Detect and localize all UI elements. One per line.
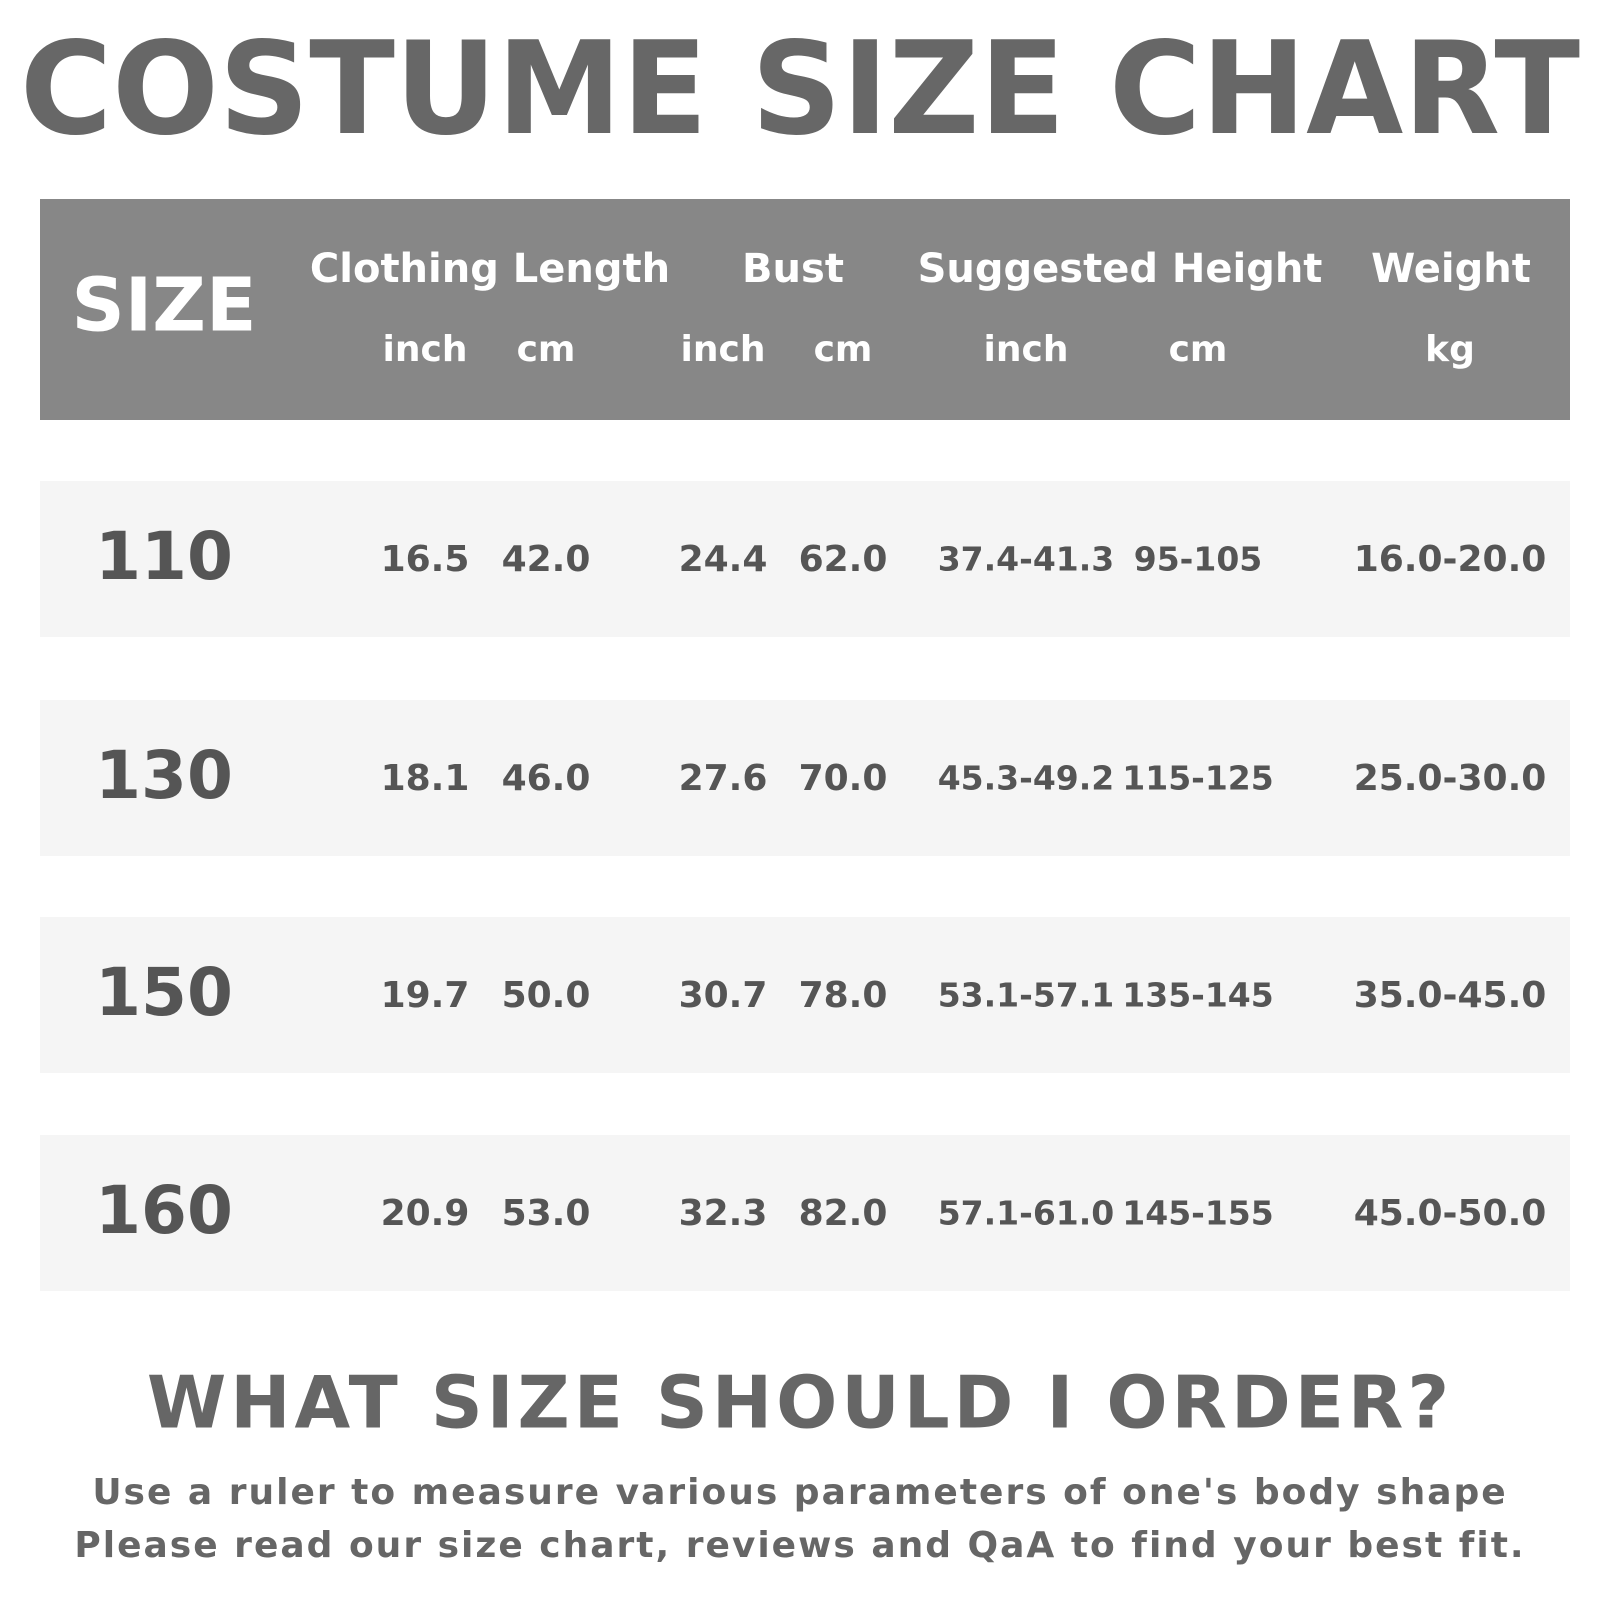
value-cell: 45.0-50.0 xyxy=(1354,1193,1547,1234)
header-bar xyxy=(40,199,1570,420)
row-background xyxy=(40,1135,1570,1291)
value-cell: 18.1 xyxy=(381,758,470,799)
value-cell: 16.5 xyxy=(381,539,470,580)
footer-heading: WHAT SIZE SHOULD I ORDER? xyxy=(147,1361,1453,1445)
unit-label: inch xyxy=(681,329,766,370)
column-header: Bust xyxy=(742,246,844,292)
value-cell: 50.0 xyxy=(502,975,591,1016)
value-cell: 70.0 xyxy=(799,758,888,799)
value-cell: 78.0 xyxy=(799,975,888,1016)
value-cell: 145-155 xyxy=(1122,1194,1273,1233)
value-cell: 82.0 xyxy=(799,1193,888,1234)
row-background xyxy=(40,917,1570,1073)
value-cell: 53.1-57.1 xyxy=(938,976,1115,1015)
value-cell: 27.6 xyxy=(679,758,768,799)
size-cell: 130 xyxy=(95,737,233,814)
value-cell: 19.7 xyxy=(381,975,470,1016)
column-header: Clothing Length xyxy=(310,246,670,292)
row-background xyxy=(40,700,1570,856)
value-cell: 16.0-20.0 xyxy=(1354,539,1547,580)
unit-label: inch xyxy=(984,329,1069,370)
size-header: SIZE xyxy=(71,263,256,349)
value-cell: 46.0 xyxy=(502,758,591,799)
column-header: Suggested Height xyxy=(918,246,1323,292)
value-cell: 45.3-49.2 xyxy=(938,759,1115,798)
unit-label: cm xyxy=(1169,329,1228,370)
footer-line: Please read our size chart, reviews and … xyxy=(74,1525,1525,1566)
value-cell: 35.0-45.0 xyxy=(1354,975,1547,1016)
value-cell: 37.4-41.3 xyxy=(938,540,1115,579)
value-cell: 32.3 xyxy=(679,1193,768,1234)
value-cell: 25.0-30.0 xyxy=(1354,758,1547,799)
unit-label: cm xyxy=(517,329,576,370)
value-cell: 135-145 xyxy=(1122,976,1273,1015)
value-cell: 115-125 xyxy=(1122,759,1273,798)
size-cell: 160 xyxy=(95,1172,233,1249)
column-header: Weight xyxy=(1371,246,1531,292)
value-cell: 20.9 xyxy=(381,1193,470,1234)
value-cell: 24.4 xyxy=(679,539,768,580)
value-cell: 30.7 xyxy=(679,975,768,1016)
value-cell: 62.0 xyxy=(799,539,888,580)
unit-label: kg xyxy=(1425,329,1475,370)
size-cell: 150 xyxy=(95,954,233,1031)
unit-label: inch xyxy=(383,329,468,370)
footer-line: Use a ruler to measure various parameter… xyxy=(92,1472,1507,1513)
title: COSTUME SIZE CHART xyxy=(20,15,1580,164)
value-cell: 95-105 xyxy=(1134,540,1263,579)
value-cell: 42.0 xyxy=(502,539,591,580)
row-background xyxy=(40,481,1570,637)
value-cell: 53.0 xyxy=(502,1193,591,1234)
size-cell: 110 xyxy=(95,518,233,595)
unit-label: cm xyxy=(814,329,873,370)
value-cell: 57.1-61.0 xyxy=(938,1194,1115,1233)
